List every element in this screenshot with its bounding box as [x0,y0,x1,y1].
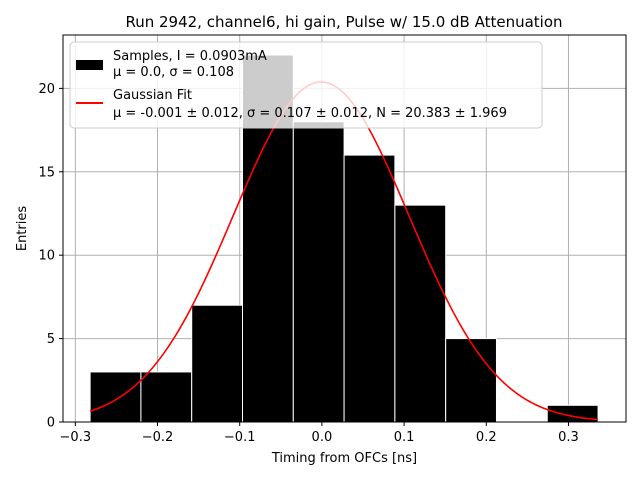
histogram-bar [394,204,447,423]
histogram-bar [292,121,345,423]
legend-fit-label: Gaussian Fit [113,88,192,103]
x-axis-label: Timing from OFCs [ns] [271,451,417,466]
x-tick-label: −0.2 [142,430,174,445]
histogram-bar [89,371,142,423]
axis-ticks: −0.3 −0.2 −0.1 0.0 0.1 0.2 0.3 0 5 10 15 20 [38,82,578,445]
y-tick-label: 0 [47,416,55,431]
legend-box [69,41,543,129]
legend-samples-label: Samples, I = 0.0903mA [113,49,267,64]
x-tick-label: 0.0 [312,430,333,445]
y-axis-label: Entries [15,206,30,252]
y-tick-label: 10 [38,249,55,264]
x-tick-label: 0.3 [558,430,579,445]
histogram-bar [191,304,244,423]
plot-frame [62,34,627,423]
histogram-bar [343,154,396,423]
legend-samples-swatch [76,60,103,70]
x-tick-label: 0.2 [476,430,497,445]
x-tick-label: −0.1 [224,430,256,445]
y-tick-label: 20 [38,82,55,97]
histogram-bar [140,371,193,423]
legend: Samples, I = 0.0903mA μ = 0.0, σ = 0.108… [69,41,543,129]
histogram-bar [445,338,497,423]
legend-samples-stats: μ = 0.0, σ = 0.108 [113,65,234,80]
x-tick-label: 0.1 [394,430,415,445]
y-tick-label: 5 [47,332,55,347]
chart-title: Run 2942, channel6, hi gain, Pulse w/ 15… [125,13,562,31]
legend-fit-stats: μ = -0.001 ± 0.012, σ = 0.107 ± 0.012, N… [113,106,507,121]
y-tick-label: 15 [38,165,55,180]
x-tick-label: −0.3 [60,430,92,445]
